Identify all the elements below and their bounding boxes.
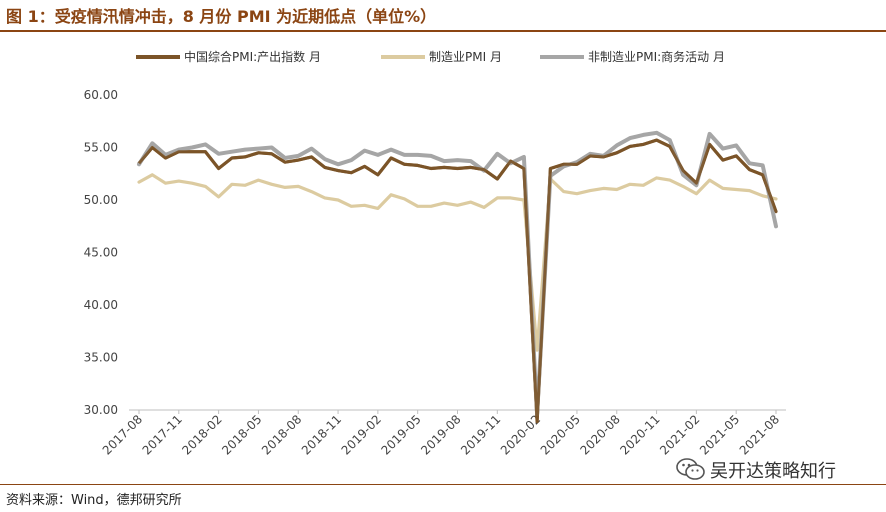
chart-legend: 中国综合PMI:产出指数 月 制造业PMI 月 非制造业PMI:商务活动 月 [136,49,725,64]
x-tick-label: 2020-05 [538,412,583,457]
line-chart: 中国综合PMI:产出指数 月 制造业PMI 月 非制造业PMI:商务活动 月 60.… [84,49,786,458]
watermark: 吴开达策略知行 [676,456,836,484]
source-note: 资料来源：Wind，德邦研究所 [6,493,182,508]
x-tick-label: 2019-05 [378,412,423,457]
x-tick-label: 2017-11 [140,412,185,457]
chart-title: 图 1：受疫情汛情冲击，8 月份 PMI 为近期低点（单位%） [6,7,437,26]
y-tick-label: 60.00 [84,88,118,102]
series-line-non_manufacturing [137,130,778,417]
x-tick-label: 2020-08 [578,412,623,457]
title-divider [0,30,886,32]
y-tick-label: 30.00 [84,403,118,417]
x-tick-label: 2021-02 [657,412,702,457]
wechat-icon [676,458,705,480]
x-tick-label: 2017-08 [100,412,145,457]
y-tick-label: 55.00 [84,141,118,155]
series-line-composite-top [137,138,778,424]
x-tick-label: 2018-11 [299,412,344,457]
series-line-manufacturing [137,173,778,352]
footer-divider [0,484,886,485]
x-tick-label: 2018-05 [219,412,264,457]
x-tick-label: 2019-02 [339,412,384,457]
watermark-text: 吴开达策略知行 [710,461,836,482]
x-tick-label: 2018-08 [259,412,304,457]
legend-label-manufacturing: 制造业PMI 月 [429,50,502,64]
y-tick-label: 40.00 [84,298,118,312]
x-axis: 2017-082017-112018-022018-052018-082018-… [100,409,786,458]
x-tick-label: 2018-02 [179,412,224,457]
y-tick-label: 45.00 [84,246,118,260]
plot-area [137,130,778,424]
legend-label-non_manufacturing: 非制造业PMI:商务活动 月 [588,49,725,64]
series-line-composite [137,138,778,424]
y-tick-label: 35.00 [84,351,118,365]
y-axis: 60.00 55.00 50.00 45.00 40.00 35.00 30.00 [84,88,118,417]
x-tick-label: 2020-11 [617,412,662,457]
x-tick-label: 2021-05 [697,412,742,457]
x-tick-label: 2019-08 [418,412,463,457]
x-tick-label: 2021-08 [737,412,782,457]
x-tick-label: 2019-11 [458,412,503,457]
y-tick-label: 50.00 [84,193,118,207]
legend-label-composite: 中国综合PMI:产出指数 月 [184,49,321,64]
